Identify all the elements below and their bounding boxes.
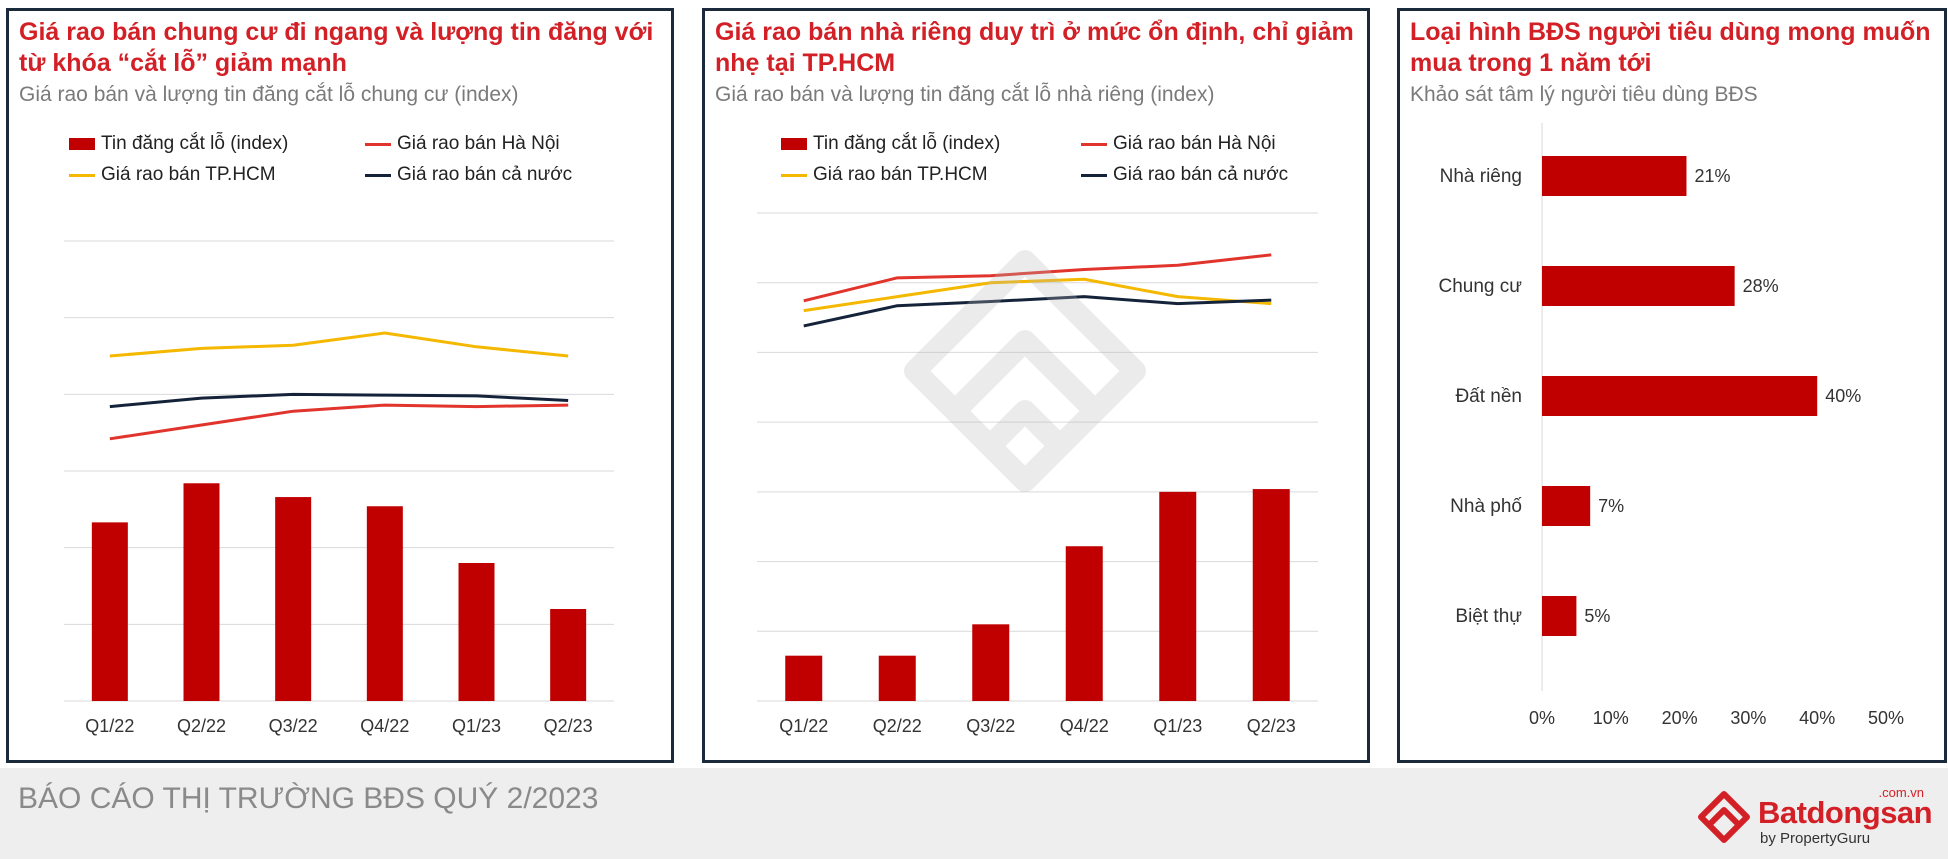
bar — [878, 655, 916, 701]
x-tick-label: Q4/22 — [360, 716, 409, 736]
bar — [1542, 596, 1577, 636]
legend-label: Tin đăng cắt lỗ (index) — [101, 133, 289, 154]
chart-panel-2: Giá rao bán nhà riêng duy trì ở mức ổn đ… — [702, 8, 1370, 763]
bar — [972, 624, 1010, 701]
x-tick-label: Q2/22 — [873, 716, 922, 736]
bar — [366, 506, 403, 701]
x-tick-label: Q3/22 — [269, 716, 318, 736]
category-label: Nhà riêng — [1440, 166, 1522, 187]
series-line — [803, 253, 1272, 303]
legend-swatch — [1081, 173, 1107, 177]
bar — [1542, 266, 1735, 306]
legend-label: Giá rao bán cả nước — [1113, 164, 1289, 185]
x-tick-label: 30% — [1730, 708, 1766, 728]
legend-item-hanoi: Giá rao bán Hà Nội — [365, 133, 560, 155]
x-tick-label: 40% — [1799, 708, 1835, 728]
combo-chart-apartment: Q1/22 Q2/22 Q3/22 Q4/22 Q1/23 Q2/23 — [64, 240, 614, 736]
value-label: 40% — [1825, 386, 1861, 406]
legend-swatch — [781, 173, 807, 177]
bar — [1542, 156, 1687, 196]
chart-panel-3: Loại hình BĐS người tiêu dùng mong muốn … — [1397, 8, 1947, 763]
legend-label: Giá rao bán TP.HCM — [813, 164, 988, 185]
bar — [1065, 546, 1103, 701]
legend-item-hcm: Giá rao bán TP.HCM — [781, 164, 988, 186]
legend-item-hcm: Giá rao bán TP.HCM — [69, 164, 276, 186]
panel-1-title: Giá rao bán chung cư đi ngang và lượng t… — [19, 18, 654, 77]
bar — [91, 522, 128, 701]
value-label: 21% — [1694, 166, 1730, 186]
series-line — [803, 277, 1272, 313]
logo-byline: by PropertyGuru — [1760, 830, 1871, 847]
category-label: Đất nền — [1455, 386, 1522, 407]
panel-2-subtitle: Giá rao bán và lượng tin đăng cắt lỗ nhà… — [715, 83, 1215, 106]
horizontal-bar-chart-survey: Nhà riêng 21% Chung cư 28% Đất nền 40% Nhà phố… — [1439, 123, 1904, 728]
legend-swatch — [781, 138, 807, 150]
x-tick-label: Q1/23 — [1153, 716, 1202, 736]
series-line — [109, 403, 569, 441]
bar — [183, 483, 220, 701]
legend-label: Giá rao bán Hà Nội — [397, 133, 560, 154]
x-tick-label: 0% — [1529, 708, 1555, 728]
series-line — [109, 392, 569, 409]
value-label: 28% — [1743, 276, 1779, 296]
bar — [785, 655, 823, 701]
panel-3-subtitle: Khảo sát tâm lý người tiêu dùng BĐS — [1410, 83, 1758, 106]
bar — [550, 609, 587, 701]
panel-1-subtitle: Giá rao bán và lượng tin đăng cắt lỗ chu… — [19, 83, 519, 106]
legend-item-bar: Tin đăng cắt lỗ (index) — [781, 133, 1000, 155]
bar — [1252, 489, 1290, 701]
bar — [275, 497, 312, 701]
logo-name: Batdongsan — [1758, 795, 1933, 830]
x-tick-label: 10% — [1593, 708, 1629, 728]
logo-domain: .com.vn — [1878, 785, 1924, 800]
report-title: BÁO CÁO THỊ TRƯỜNG BĐS QUÝ 2/2023 — [18, 782, 599, 815]
panel-3-title: Loại hình BĐS người tiêu dùng mong muốn … — [1410, 18, 1931, 77]
legend-label: Giá rao bán Hà Nội — [1113, 133, 1276, 154]
legend-item-national: Giá rao bán cả nước — [365, 164, 572, 186]
report-footer: BÁO CÁO THỊ TRƯỜNG BĐS QUÝ 2/2023 .com.v… — [0, 768, 1948, 859]
legend-item-hanoi: Giá rao bán Hà Nội — [1081, 133, 1276, 155]
batdongsan-logo-icon — [1698, 791, 1750, 843]
x-tick-label: Q1/22 — [85, 716, 134, 736]
x-tick-label: Q2/22 — [177, 716, 226, 736]
panel-2-title: Giá rao bán nhà riêng duy trì ở mức ổn đ… — [715, 18, 1354, 77]
legend-label: Tin đăng cắt lỗ (index) — [813, 133, 1001, 154]
watermark-logo-icon — [904, 250, 1146, 492]
combo-chart-house: Q1/22 Q2/22 Q3/22 Q4/22 Q1/23 Q2/23 — [757, 212, 1318, 736]
x-tick-label: Q2/23 — [1247, 716, 1296, 736]
bar — [1159, 491, 1197, 701]
category-label: Biệt thự — [1455, 606, 1522, 627]
value-label: 7% — [1598, 496, 1624, 516]
legend-swatch — [69, 173, 95, 177]
series-line — [109, 331, 569, 358]
x-tick-label: Q1/22 — [779, 716, 828, 736]
legend-swatch — [365, 173, 391, 177]
value-label: 5% — [1584, 606, 1610, 626]
bar — [1542, 486, 1591, 526]
legend-label: Giá rao bán TP.HCM — [101, 164, 276, 185]
legend-swatch — [1081, 142, 1107, 146]
legend-item-bar: Tin đăng cắt lỗ (index) — [69, 133, 288, 155]
legend-item-national: Giá rao bán cả nước — [1081, 164, 1288, 186]
category-label: Chung cư — [1439, 276, 1523, 297]
category-label: Nhà phố — [1450, 496, 1522, 517]
legend-label: Giá rao bán cả nước — [397, 164, 573, 185]
legend-swatch — [365, 142, 391, 146]
x-tick-label: Q1/23 — [452, 716, 501, 736]
x-tick-label: 20% — [1662, 708, 1698, 728]
bar — [1542, 376, 1818, 416]
chart-panel-1: Giá rao bán chung cư đi ngang và lượng t… — [6, 8, 674, 763]
batdongsan-logo: .com.vn Batdongsan by PropertyGuru — [1696, 785, 1933, 849]
x-tick-label: Q4/22 — [1060, 716, 1109, 736]
legend-swatch — [69, 138, 95, 150]
x-tick-label: Q3/22 — [966, 716, 1015, 736]
series-line — [803, 295, 1272, 328]
bar — [458, 563, 495, 701]
x-tick-label: Q2/23 — [544, 716, 593, 736]
x-tick-label: 50% — [1868, 708, 1904, 728]
